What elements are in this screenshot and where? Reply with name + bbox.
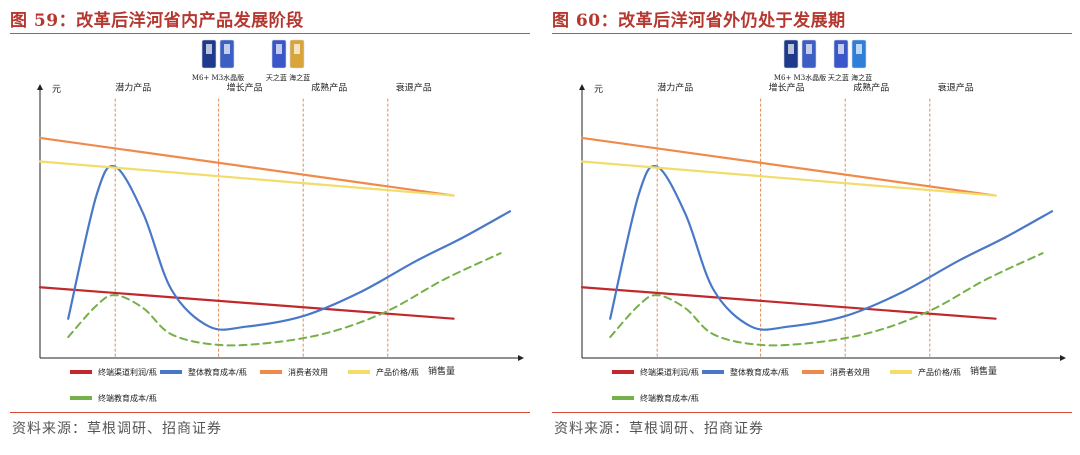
series-line (609, 164, 1054, 331)
legend-label: 产品价格/瓶 (376, 367, 419, 377)
series-line (67, 164, 512, 331)
stage-label: 成熟产品 (853, 82, 889, 94)
y-axis-arrow-icon (37, 84, 43, 90)
stage-label: 成熟产品 (311, 82, 347, 94)
product-image-group: 天之蓝 海之蓝 (828, 39, 872, 82)
legend-label: 产品价格/瓶 (918, 367, 961, 377)
figure-title: 图 60：改革后洋河省外仍处于发展期 (552, 11, 846, 31)
legend-label: 终端教育成本/瓶 (640, 393, 699, 403)
series-line (38, 136, 455, 197)
product-label: M6+ M3水晶版 (774, 73, 826, 82)
x-axis-label: 销售量 (970, 365, 997, 377)
source-note: 资料来源：草根调研、招商证券 (554, 421, 764, 437)
bottle-label-icon (276, 44, 282, 54)
product-label: 天之蓝 海之蓝 (828, 73, 872, 82)
y-axis-arrow-icon (579, 84, 585, 90)
product-image-group: M6+ M3水晶版 (192, 39, 244, 82)
stage-label: 衰退产品 (938, 82, 974, 94)
series-line (38, 286, 455, 320)
legend-label: 整体教育成本/瓶 (730, 367, 789, 377)
product-label: M6+ M3水晶版 (192, 73, 244, 82)
bottle-label-icon (294, 44, 300, 54)
legend-label: 终端渠道利润/瓶 (640, 367, 699, 377)
title-divider (10, 33, 530, 34)
source-divider (552, 412, 1072, 413)
stage-label: 潜力产品 (115, 82, 151, 94)
product-image-group: M6+ M3水晶版 (774, 39, 826, 82)
stage-label: 衰退产品 (396, 82, 432, 94)
source-note: 资料来源：草根调研、招商证券 (12, 421, 222, 437)
figure-title: 图 59：改革后洋河省内产品发展阶段 (10, 11, 304, 31)
figure-59-panel: 图 59：改革后洋河省内产品发展阶段 M6+ M3水晶版 天之蓝 海之蓝元 潜力产品… (10, 0, 530, 455)
x-axis-label: 销售量 (428, 365, 455, 377)
stage-label: 增长产品 (769, 82, 805, 94)
series-line (67, 252, 502, 347)
title-divider (552, 33, 1072, 34)
legend-label: 整体教育成本/瓶 (188, 367, 247, 377)
source-divider (10, 412, 530, 413)
stage-label: 增长产品 (227, 82, 263, 94)
bottle-label-icon (806, 44, 812, 54)
series-line (609, 252, 1044, 347)
y-axis-label: 元 (594, 85, 603, 95)
bottle-label-icon (224, 44, 230, 54)
series-line (38, 160, 455, 197)
y-axis-label: 元 (52, 85, 61, 95)
product-image-group: 天之蓝 海之蓝 (266, 39, 310, 82)
bottle-label-icon (856, 44, 862, 54)
figure-60-panel: 图 60：改革后洋河省外仍处于发展期 M6+ M3水晶版 天之蓝 海之蓝元 潜力产品… (552, 0, 1072, 455)
x-axis-arrow-icon (1060, 355, 1066, 361)
bottle-label-icon (788, 44, 794, 54)
series-line (580, 286, 997, 320)
x-axis-arrow-icon (518, 355, 524, 361)
series-line (580, 160, 997, 197)
stage-label: 潜力产品 (657, 82, 693, 94)
series-line (580, 136, 997, 197)
product-label: 天之蓝 海之蓝 (266, 73, 310, 82)
bottle-label-icon (838, 44, 844, 54)
legend-label: 终端教育成本/瓶 (98, 393, 157, 403)
legend-label: 消费者效用 (288, 367, 328, 377)
legend-label: 终端渠道利润/瓶 (98, 367, 157, 377)
bottle-label-icon (206, 44, 212, 54)
legend-label: 消费者效用 (830, 367, 870, 377)
